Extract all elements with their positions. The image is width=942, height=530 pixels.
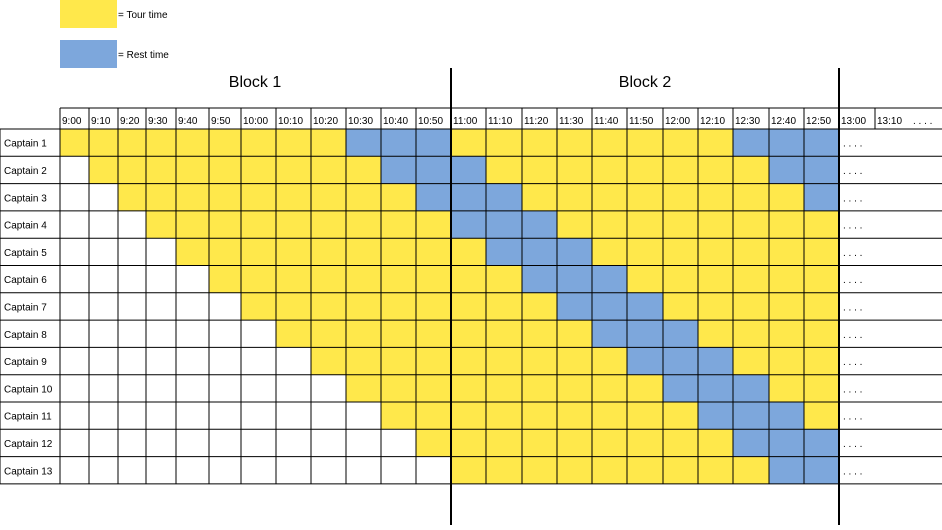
tour-segment <box>663 292 839 321</box>
time-label: 10:30 <box>348 116 373 127</box>
time-label: 10:00 <box>243 116 268 127</box>
time-label: 11:30 <box>559 116 584 127</box>
rest-segment <box>346 129 451 157</box>
rest-segment <box>733 129 839 157</box>
time-label: 11:50 <box>629 116 654 127</box>
row-more: . . . . <box>843 166 862 177</box>
rest-segment <box>663 374 769 402</box>
captain-label: Captain 7 <box>4 302 47 313</box>
captain-label: Captain 3 <box>4 193 47 204</box>
block-2-title: Block 2 <box>619 74 672 91</box>
row-more: . . . . <box>843 357 862 368</box>
row-more: . . . . <box>843 275 862 286</box>
tour-segment <box>209 265 451 293</box>
captain-label: Captain 11 <box>4 412 52 423</box>
captain-label: Captain 10 <box>4 384 53 395</box>
tour-segment <box>416 429 451 457</box>
legend-swatch-rest <box>60 40 117 68</box>
legend-label-tour: = Tour time <box>118 10 168 21</box>
row-more: . . . . <box>843 412 862 423</box>
tour-segment <box>176 238 451 266</box>
row-more: . . . . <box>843 466 862 477</box>
captain-label: Captain 13 <box>4 466 53 477</box>
row-more: . . . . <box>843 221 862 232</box>
time-label: 12:10 <box>700 116 725 127</box>
time-label-more: . . . . <box>913 116 932 127</box>
time-label: 10:40 <box>383 116 408 127</box>
captain-label: Captain 8 <box>4 330 47 341</box>
time-label: 9:30 <box>148 116 168 127</box>
rest-segment <box>804 183 839 211</box>
tour-segment <box>276 320 451 348</box>
row-more: . . . . <box>843 139 862 150</box>
tour-segment <box>451 347 627 375</box>
row-more: . . . . <box>843 439 862 450</box>
rest-segment <box>627 347 733 375</box>
rest-segment <box>592 320 698 348</box>
tour-segment <box>60 129 346 157</box>
time-label: 13:00 <box>841 116 866 127</box>
time-label: 13:10 <box>877 116 902 127</box>
tour-segment <box>451 238 486 266</box>
row-more: . . . . <box>843 384 862 395</box>
row-more: . . . . <box>843 193 862 204</box>
legend-swatch-tour <box>60 0 117 28</box>
tour-segment <box>118 183 416 211</box>
time-label: 11:20 <box>524 116 549 127</box>
time-label: 10:10 <box>278 116 303 127</box>
time-label: 9:50 <box>211 116 231 127</box>
time-label: 12:40 <box>771 116 796 127</box>
captain-label: Captain 9 <box>4 357 47 368</box>
time-label: 12:30 <box>735 116 760 127</box>
tour-segment <box>451 456 769 484</box>
block-1-title: Block 1 <box>229 74 282 91</box>
tour-segment <box>89 156 381 184</box>
time-label: 10:20 <box>313 116 338 127</box>
time-label: 9:10 <box>91 116 111 127</box>
rest-segment <box>451 156 486 184</box>
time-label: 12:00 <box>665 116 690 127</box>
captain-label: Captain 2 <box>4 166 47 177</box>
time-label: 9:40 <box>178 116 198 127</box>
captain-label: Captain 6 <box>4 275 47 286</box>
rest-segment <box>557 292 663 321</box>
rest-segment <box>416 183 451 211</box>
time-label: 11:00 <box>453 116 478 127</box>
captain-label: Captain 4 <box>4 221 47 232</box>
tour-segment <box>804 402 839 430</box>
time-label: 10:50 <box>418 116 443 127</box>
captain-label: Captain 5 <box>4 248 47 259</box>
row-more: . . . . <box>843 248 862 259</box>
rest-segment <box>733 429 839 457</box>
captain-label: Captain 12 <box>4 439 53 450</box>
tour-segment <box>592 238 839 266</box>
time-label: 11:40 <box>594 116 619 127</box>
tour-segment <box>451 292 557 321</box>
captain-label: Captain 1 <box>4 139 47 150</box>
tour-segment <box>733 347 839 375</box>
rest-segment <box>522 265 627 293</box>
legend-label-rest: = Rest time <box>118 50 169 61</box>
row-more: . . . . <box>843 302 862 313</box>
rest-segment <box>451 210 557 239</box>
time-label: 12:50 <box>806 116 831 127</box>
tour-segment <box>346 374 451 402</box>
time-label: 9:00 <box>62 116 82 127</box>
rest-segment <box>486 238 592 266</box>
time-label: 11:10 <box>488 116 513 127</box>
time-label: 9:20 <box>120 116 140 127</box>
rest-segment <box>698 402 804 430</box>
tour-segment <box>146 210 451 239</box>
tour-segment <box>451 402 698 430</box>
row-more: . . . . <box>843 330 862 341</box>
